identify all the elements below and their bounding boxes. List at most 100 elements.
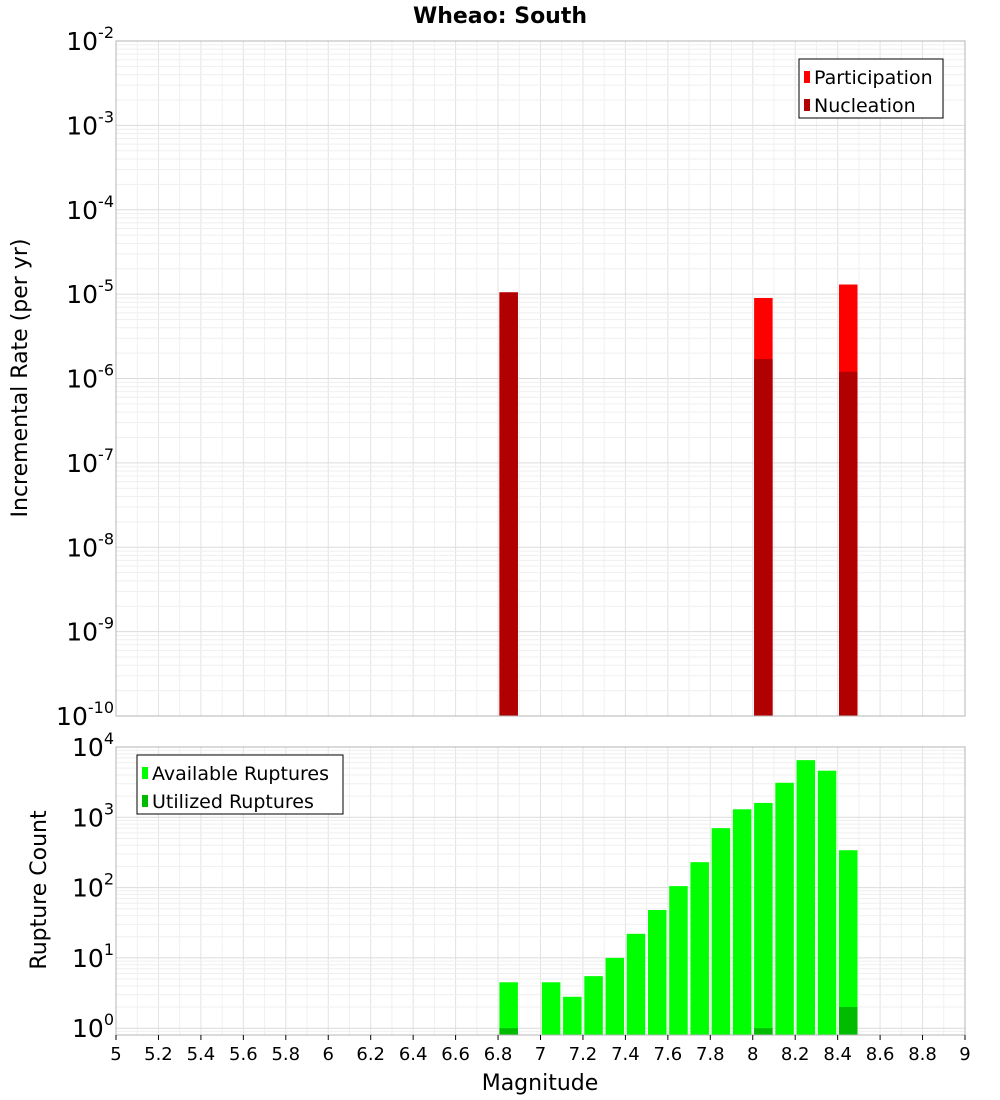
- y-tick-label: 10-3: [66, 107, 114, 140]
- y-tick-base: 10: [66, 196, 98, 225]
- y-tick-exponent: -2: [98, 23, 114, 42]
- y-tick-label: 100: [72, 1010, 114, 1043]
- y-tick-exponent: 2: [104, 870, 114, 889]
- y-tick-base: 10: [66, 27, 98, 56]
- y-tick-exponent: -7: [98, 445, 114, 464]
- x-axis-label: Magnitude: [482, 1071, 599, 1096]
- utilized-ruptures-bar: [499, 1028, 518, 1035]
- legend-swatch: [142, 795, 148, 807]
- x-tick-label: 6.8: [484, 1044, 513, 1065]
- legend-label: Available Ruptures: [152, 763, 329, 785]
- x-tick-label: 5: [110, 1044, 121, 1065]
- y-tick-exponent: 4: [104, 729, 114, 748]
- legend-swatch: [804, 71, 810, 83]
- available-ruptures-bar: [839, 850, 858, 1035]
- x-tick-label: 6.2: [356, 1044, 385, 1065]
- y-tick-label: 10-6: [66, 361, 114, 394]
- y-tick-exponent: 3: [104, 799, 114, 818]
- y-tick-label: 103: [72, 799, 114, 832]
- y-tick-exponent: -4: [98, 192, 114, 211]
- available-ruptures-bar: [647, 910, 667, 1035]
- y-tick-exponent: -10: [88, 698, 114, 717]
- y-tick-base: 10: [66, 111, 98, 140]
- available-ruptures-bar: [817, 770, 837, 1035]
- x-tick-label: 5.8: [271, 1044, 300, 1065]
- y-tick-label: 102: [72, 870, 114, 903]
- y-tick-base: 10: [66, 533, 98, 562]
- available-ruptures-bar: [541, 982, 561, 1035]
- x-tick-label: 8.6: [866, 1044, 895, 1065]
- x-tick-label: 9: [959, 1044, 970, 1065]
- y-tick-base: 10: [72, 1014, 104, 1043]
- y-tick-exponent: -6: [98, 361, 114, 380]
- y-tick-base: 10: [66, 365, 98, 394]
- x-tick-label: 6.6: [441, 1044, 470, 1065]
- legend-label: Participation: [814, 67, 933, 89]
- y-tick-base: 10: [72, 944, 104, 973]
- x-tick-label: 5.6: [229, 1044, 258, 1065]
- y-tick-label: 10-10: [56, 698, 114, 731]
- y-tick-base: 10: [72, 874, 104, 903]
- y-tick-base: 10: [72, 803, 104, 832]
- x-tick-label: 5.2: [144, 1044, 173, 1065]
- available-ruptures-bar: [499, 982, 518, 1035]
- available-ruptures-bar: [669, 886, 688, 1035]
- available-ruptures-bar: [711, 828, 731, 1035]
- rate-panel: 10-210-310-410-510-610-710-810-910-10Par…: [56, 23, 966, 731]
- x-tick-label: 6.4: [399, 1044, 428, 1065]
- y-tick-exponent: -8: [98, 529, 114, 548]
- x-tick-label: 7: [535, 1044, 546, 1065]
- available-ruptures-bar: [775, 782, 794, 1035]
- rate-y-axis-label: Incremental Rate (per yr): [8, 239, 33, 518]
- available-ruptures-bar: [732, 809, 752, 1035]
- y-tick-label: 10-4: [66, 192, 114, 225]
- x-tick-label: 8.2: [781, 1044, 810, 1065]
- available-ruptures-bar: [563, 996, 582, 1035]
- nucleation-bar: [839, 371, 858, 716]
- y-tick-label: 10-5: [66, 276, 114, 309]
- x-tick-label: 7.2: [569, 1044, 598, 1065]
- nucleation-bar: [754, 359, 773, 716]
- legend-box: [798, 58, 944, 119]
- y-tick-exponent: -3: [98, 107, 114, 126]
- y-tick-base: 10: [56, 702, 88, 731]
- legend-label: Nucleation: [814, 95, 916, 117]
- y-tick-label: 10-7: [66, 445, 114, 478]
- y-tick-base: 10: [66, 449, 98, 478]
- y-tick-exponent: -9: [98, 614, 114, 633]
- x-tick-label: 6: [323, 1044, 334, 1065]
- legend-swatch: [142, 767, 148, 779]
- x-tick-label: 8: [747, 1044, 758, 1065]
- x-tick-label: 8.4: [823, 1044, 852, 1065]
- y-tick-label: 10-2: [66, 23, 114, 56]
- y-tick-exponent: 1: [104, 940, 114, 959]
- y-tick-label: 10-9: [66, 614, 114, 647]
- y-tick-base: 10: [66, 280, 98, 309]
- x-tick-label: 8.8: [908, 1044, 937, 1065]
- available-ruptures-bar: [690, 862, 709, 1035]
- x-tick-label: 5.4: [187, 1044, 216, 1065]
- available-ruptures-bar: [584, 976, 603, 1035]
- available-ruptures-bar: [605, 957, 625, 1035]
- utilized-ruptures-bar: [839, 1007, 858, 1035]
- y-tick-base: 10: [66, 618, 98, 647]
- available-ruptures-bar: [754, 802, 773, 1035]
- y-tick-label: 10-8: [66, 529, 114, 562]
- x-tick-label: 7.8: [696, 1044, 725, 1065]
- y-tick-exponent: 0: [104, 1010, 114, 1029]
- y-tick-base: 10: [72, 733, 104, 762]
- available-ruptures-bar: [626, 933, 646, 1035]
- legend-swatch: [804, 99, 810, 111]
- y-tick-exponent: -5: [98, 276, 114, 295]
- chart-title: Wheao: South: [413, 4, 587, 29]
- x-tick-label: 7.4: [611, 1044, 640, 1065]
- x-tick-label: 7.6: [654, 1044, 683, 1065]
- utilized-ruptures-bar: [754, 1028, 773, 1035]
- y-tick-label: 101: [72, 940, 114, 973]
- y-tick-label: 104: [72, 729, 114, 762]
- plot-frame: [115, 40, 966, 717]
- legend-box: [136, 754, 344, 815]
- available-ruptures-bar: [796, 760, 816, 1035]
